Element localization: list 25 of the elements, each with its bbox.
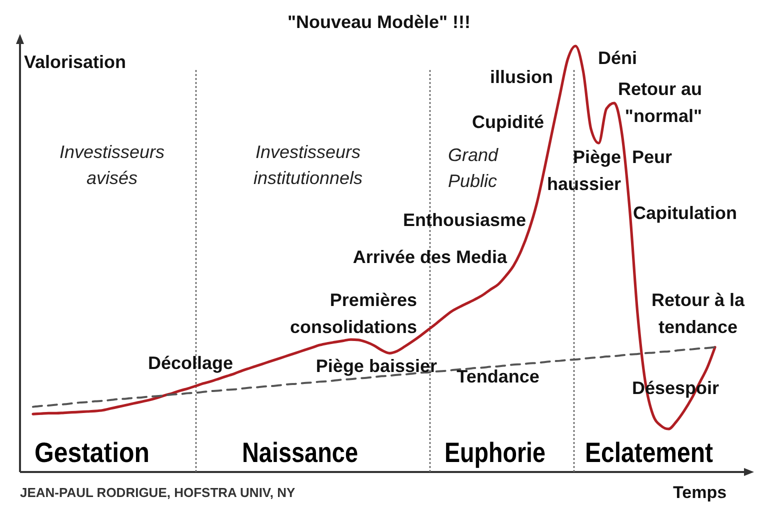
annotation: Investisseurs institutionnels — [253, 142, 363, 188]
annotation: Investisseurs avisés — [59, 142, 165, 188]
annotation: Euphorie — [444, 437, 566, 468]
annotation: Gestation — [34, 437, 164, 468]
annotation: Déni — [598, 48, 638, 68]
annotation: Arrivée des Media — [352, 247, 508, 267]
annotation: Cupidité — [472, 112, 544, 132]
annotation: Piège baissier — [316, 356, 437, 376]
annotation: Premières consolidations — [290, 290, 417, 337]
annotation: Capitulation — [633, 203, 737, 223]
annotation: Retour à la tendance — [651, 290, 746, 337]
y-axis-title: Valorisation — [24, 52, 126, 72]
annotation: Grand Public — [448, 145, 500, 191]
annotation: Naissance — [242, 437, 381, 468]
annotation: Piège haussier — [546, 147, 621, 194]
annotation: Enthousiasme — [402, 210, 526, 230]
annotation: Décollage — [148, 353, 234, 373]
x-axis-title: Temps — [673, 483, 727, 502]
series-label: Tendance — [456, 366, 540, 386]
annotation: illusion — [490, 67, 553, 87]
annotation: Peur — [632, 147, 672, 167]
annotation: Eclatement — [585, 437, 734, 468]
text: JEAN-PAUL RODRIGUE, HOFSTRA UNIV, NY — [20, 485, 296, 500]
text: "Nouveau Modèle" !!! — [287, 12, 471, 32]
annotation: Retour au "normal" — [618, 79, 702, 126]
